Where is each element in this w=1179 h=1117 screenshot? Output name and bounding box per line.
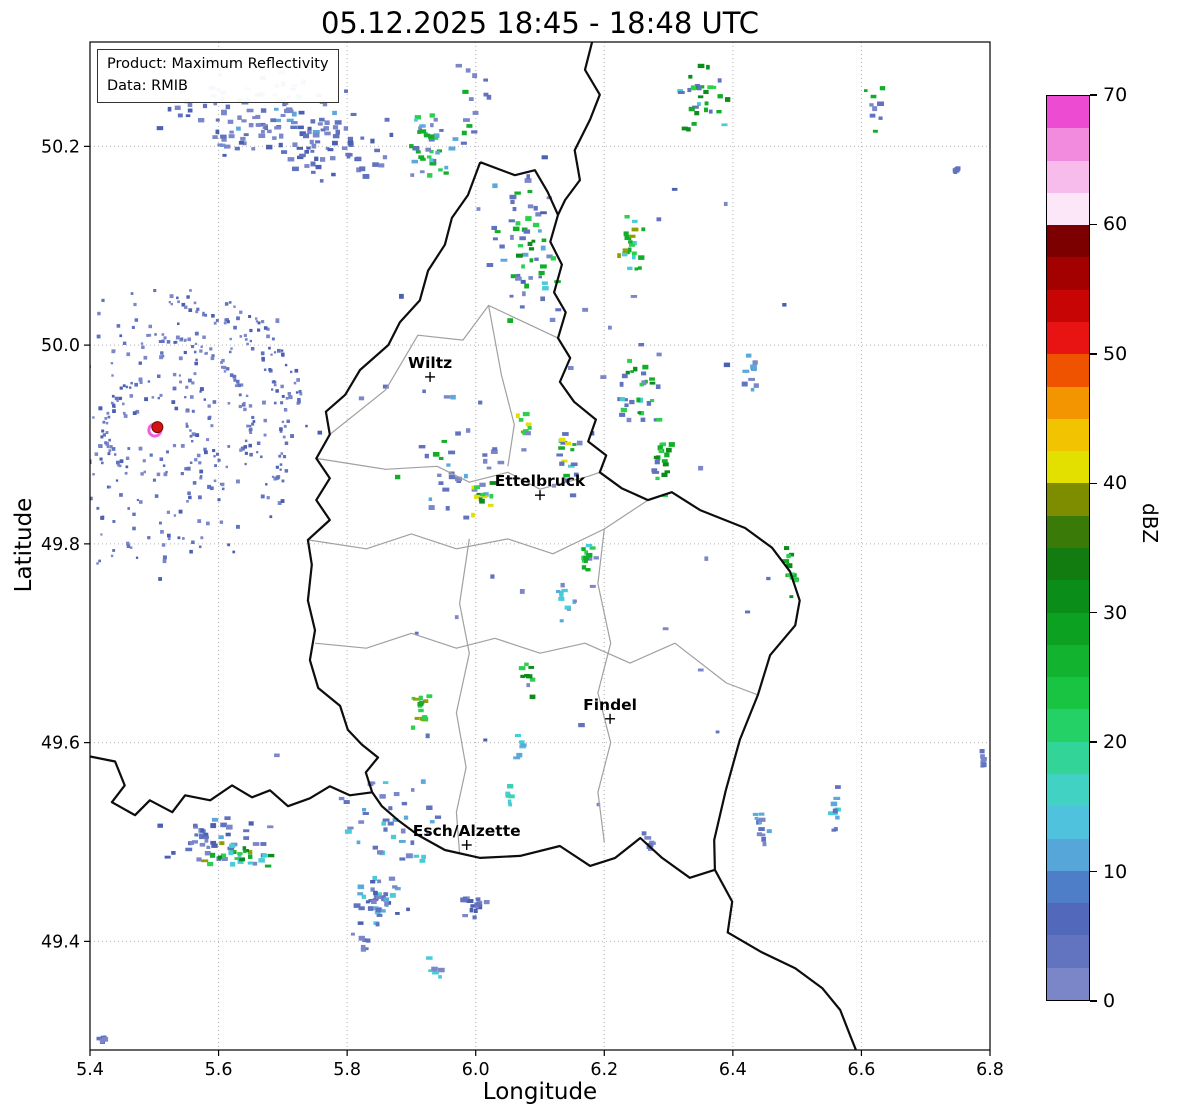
colorbar-segment	[1047, 967, 1089, 1000]
plot-frame	[89, 41, 991, 1051]
colorbar-segment	[1047, 934, 1089, 968]
y-tick-label: 50.2	[41, 137, 80, 157]
colorbar-tick	[1090, 741, 1097, 743]
colorbar-segment	[1047, 870, 1089, 904]
city-label: Wiltz	[408, 354, 452, 372]
colorbar-unit-label: dBZ	[1138, 503, 1162, 544]
x-tick-label: 6.8	[976, 1060, 1004, 1080]
colorbar-segment	[1047, 224, 1089, 258]
district-borders	[307, 304, 759, 854]
colorbar-segment	[1047, 612, 1089, 645]
axis-ticks: 5.4 5.6 5.8 6.0 6.2 6.4 6.6 6.8 49.4 49.6 49.8 50.0…	[41, 137, 1004, 1080]
city-label: Findel	[583, 696, 637, 714]
colorbar-segment	[1047, 321, 1089, 355]
colorbar-tick-label: 60	[1103, 213, 1128, 236]
luxembourg-border	[306, 161, 801, 879]
colorbar-segment	[1047, 676, 1089, 710]
data-source-line: Data: RMIB	[107, 77, 188, 94]
colorbar-tick	[1090, 223, 1097, 226]
colorbar-tick-label: 40	[1103, 472, 1128, 495]
colorbar-tick	[1090, 94, 1097, 96]
colorbar-tick-label: 50	[1103, 342, 1128, 365]
city-label: Ettelbruck	[495, 472, 586, 490]
colorbar-tick-label: 30	[1103, 601, 1128, 624]
x-tick-label: 6.0	[462, 1060, 490, 1080]
colorbar-tick	[1090, 1000, 1097, 1002]
radar-clutter-ring	[90, 289, 308, 581]
colorbar-tick	[1090, 611, 1097, 614]
y-axis-label: Latitude	[11, 497, 37, 593]
colorbar-segment	[1047, 708, 1089, 742]
radar-site-marker	[147, 421, 164, 438]
colorbar-segment	[1047, 579, 1089, 613]
colorbar-segment	[1047, 644, 1089, 678]
city-label: Esch/Alzette	[413, 822, 521, 840]
colorbar-segment	[1047, 95, 1089, 129]
country-borders	[90, 42, 858, 1050]
x-tick-label: 6.6	[848, 1060, 876, 1080]
colorbar-segment	[1047, 838, 1089, 871]
colorbar-tick-label: 10	[1103, 860, 1128, 883]
colorbar-segment	[1047, 773, 1089, 807]
radar-site-dot	[151, 421, 164, 434]
colorbar-segment	[1047, 192, 1089, 226]
x-tick-label: 6.2	[590, 1060, 618, 1080]
colorbar-tick-label: 20	[1103, 731, 1128, 754]
colorbar-segment	[1047, 515, 1089, 548]
product-line: Product: Maximum Reflectivity	[107, 56, 329, 72]
y-tick-label: 49.4	[41, 932, 80, 952]
colorbar-segment	[1047, 289, 1089, 322]
colorbar-tick	[1090, 482, 1097, 485]
colorbar-segment	[1047, 418, 1089, 452]
colorbar-gradient	[1046, 95, 1090, 1001]
colorbar: 0 10 20 30 40 50 60 70 dBZ	[1046, 86, 1179, 1011]
colorbar-segment	[1047, 353, 1089, 387]
colorbar-segment	[1047, 386, 1089, 419]
colorbar-segment	[1047, 741, 1089, 774]
y-tick-label: 49.6	[41, 734, 80, 754]
colorbar-segment	[1047, 902, 1089, 936]
colorbar-tick	[1090, 870, 1097, 873]
x-tick-label: 5.4	[76, 1060, 104, 1080]
colorbar-segment	[1047, 805, 1089, 839]
colorbar-tick-label: 0	[1103, 990, 1116, 1012]
colorbar-segment	[1047, 160, 1089, 193]
x-tick-label: 6.4	[719, 1060, 747, 1080]
colorbar-segment	[1047, 450, 1089, 484]
colorbar-tick-label: 70	[1103, 84, 1128, 106]
colorbar-segment	[1047, 256, 1089, 290]
x-tick-label: 5.8	[333, 1060, 361, 1080]
city-markers: Wiltz Ettelbruck Findel Esch/Alzette	[408, 354, 637, 850]
colorbar-segment	[1047, 547, 1089, 581]
colorbar-segment	[1047, 482, 1089, 516]
colorbar-tick	[1090, 353, 1097, 355]
product-info-box: Product: Maximum Reflectivity Data: RMIB	[97, 49, 339, 103]
plot-title: 05.12.2025 18:45 - 18:48 UTC	[320, 6, 760, 40]
x-axis-label: Longitude	[482, 1079, 598, 1105]
y-tick-label: 50.0	[41, 336, 80, 356]
colorbar-segment	[1047, 127, 1089, 161]
y-tick-label: 49.8	[41, 535, 80, 555]
x-tick-label: 5.6	[205, 1060, 233, 1080]
